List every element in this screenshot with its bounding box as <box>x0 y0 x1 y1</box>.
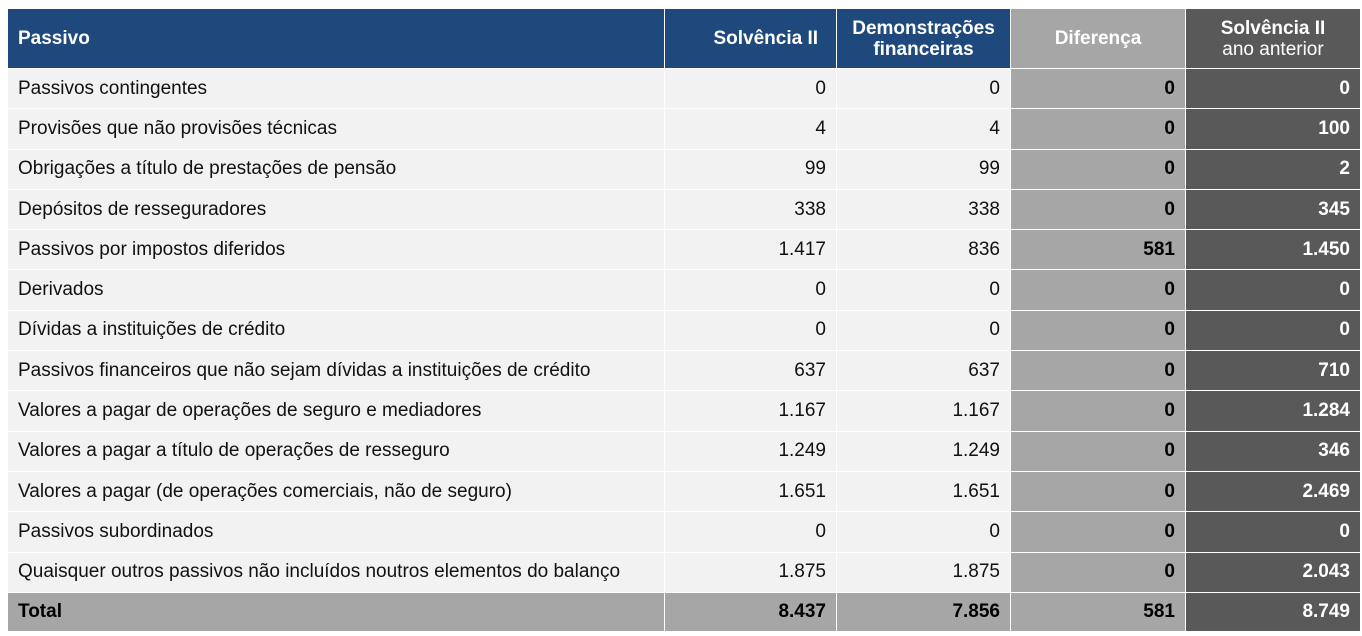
row-ano-anterior: 100 <box>1186 109 1360 150</box>
row-demonstracoes: 1.249 <box>837 431 1011 472</box>
total-row: Total 8.437 7.856 581 8.749 <box>8 592 1360 632</box>
row-demonstracoes: 0 <box>837 270 1011 311</box>
row-solvencia-ii: 4 <box>665 109 837 150</box>
table-row: Valores a pagar (de operações comerciais… <box>8 471 1360 513</box>
table-body: Passivos contingentes 0 0 0 0 Provisões … <box>8 69 1360 632</box>
row-solvencia-ii: 1.651 <box>665 471 837 513</box>
row-demonstracoes: 0 <box>837 69 1011 110</box>
table-row: Depósitos de resseguradores 338 338 0 34… <box>8 189 1360 231</box>
row-label: Valores a pagar (de operações comerciais… <box>8 471 665 513</box>
row-diferenca: 0 <box>1011 351 1186 392</box>
row-ano-anterior: 2.469 <box>1186 471 1360 513</box>
row-ano-anterior: 0 <box>1186 512 1360 553</box>
row-solvencia-ii: 338 <box>665 189 837 231</box>
row-ano-anterior: 2.043 <box>1186 552 1360 593</box>
row-diferenca: 0 <box>1011 512 1186 553</box>
table-row: Obrigações a título de prestações de pen… <box>8 149 1360 190</box>
table-row: Passivos contingentes 0 0 0 0 <box>8 69 1360 110</box>
total-diferenca: 581 <box>1011 592 1186 632</box>
liabilities-table: Passivo Solvência II Demonstrações finan… <box>8 9 1360 632</box>
row-solvencia-ii: 99 <box>665 149 837 190</box>
row-diferenca: 581 <box>1011 230 1186 271</box>
row-label: Passivos contingentes <box>8 69 665 110</box>
row-label: Dívidas a instituições de crédito <box>8 310 665 352</box>
row-demonstracoes: 1.651 <box>837 471 1011 513</box>
row-solvencia-ii: 1.249 <box>665 431 837 472</box>
total-demonstracoes: 7.856 <box>837 592 1011 632</box>
row-ano-anterior: 1.450 <box>1186 230 1360 271</box>
row-diferenca: 0 <box>1011 69 1186 110</box>
row-demonstracoes: 0 <box>837 512 1011 553</box>
table-row: Valores a pagar de operações de seguro e… <box>8 391 1360 432</box>
row-ano-anterior: 0 <box>1186 310 1360 352</box>
row-demonstracoes: 1.167 <box>837 391 1011 432</box>
table-row: Valores a pagar a título de operações de… <box>8 431 1360 472</box>
row-label: Obrigações a título de prestações de pen… <box>8 149 665 190</box>
table-row: Passivos por impostos diferidos 1.417 83… <box>8 230 1360 271</box>
row-solvencia-ii: 0 <box>665 69 837 110</box>
row-label: Valores a pagar a título de operações de… <box>8 431 665 472</box>
row-label: Passivos subordinados <box>8 512 665 553</box>
row-solvencia-ii: 1.875 <box>665 552 837 593</box>
header-diferenca: Diferença <box>1011 9 1186 69</box>
header-prev-line1: Solvência II <box>1220 17 1326 39</box>
header-prev-line2: ano anterior <box>1222 38 1324 60</box>
row-demonstracoes: 1.875 <box>837 552 1011 593</box>
row-diferenca: 0 <box>1011 552 1186 593</box>
row-label: Valores a pagar de operações de seguro e… <box>8 391 665 432</box>
header-passivo: Passivo <box>8 9 665 69</box>
table-row: Passivos financeiros que não sejam dívid… <box>8 351 1360 392</box>
row-diferenca: 0 <box>1011 391 1186 432</box>
row-demonstracoes: 836 <box>837 230 1011 271</box>
table-header-row: Passivo Solvência II Demonstrações finan… <box>8 9 1360 69</box>
row-solvencia-ii: 0 <box>665 310 837 352</box>
row-demonstracoes: 4 <box>837 109 1011 150</box>
row-label: Derivados <box>8 270 665 311</box>
table-row: Derivados 0 0 0 0 <box>8 270 1360 311</box>
row-ano-anterior: 345 <box>1186 189 1360 231</box>
row-label: Depósitos de resseguradores <box>8 189 665 231</box>
row-label: Passivos por impostos diferidos <box>8 230 665 271</box>
header-fin-line2: financeiras <box>873 38 974 60</box>
row-ano-anterior: 0 <box>1186 270 1360 311</box>
row-solvencia-ii: 637 <box>665 351 837 392</box>
row-diferenca: 0 <box>1011 189 1186 231</box>
row-diferenca: 0 <box>1011 109 1186 150</box>
row-label: Provisões que não provisões técnicas <box>8 109 665 150</box>
row-solvencia-ii: 1.417 <box>665 230 837 271</box>
row-demonstracoes: 0 <box>837 310 1011 352</box>
table-row: Passivos subordinados 0 0 0 0 <box>8 512 1360 553</box>
row-ano-anterior: 2 <box>1186 149 1360 190</box>
table-row: Provisões que não provisões técnicas 4 4… <box>8 109 1360 150</box>
header-solvencia-ii-ano-anterior: Solvência II ano anterior <box>1186 9 1360 69</box>
header-fin-line1: Demonstrações <box>852 17 995 39</box>
table-row: Dívidas a instituições de crédito 0 0 0 … <box>8 310 1360 352</box>
header-demonstracoes-financeiras: Demonstrações financeiras <box>837 9 1011 69</box>
row-solvencia-ii: 1.167 <box>665 391 837 432</box>
row-ano-anterior: 1.284 <box>1186 391 1360 432</box>
row-demonstracoes: 99 <box>837 149 1011 190</box>
row-label: Passivos financeiros que não sejam dívid… <box>8 351 665 392</box>
row-ano-anterior: 0 <box>1186 69 1360 110</box>
header-solvencia-ii: Solvência II <box>665 9 837 69</box>
row-solvencia-ii: 0 <box>665 512 837 553</box>
row-label: Quaisquer outros passivos não incluídos … <box>8 552 665 593</box>
row-solvencia-ii: 0 <box>665 270 837 311</box>
row-diferenca: 0 <box>1011 270 1186 311</box>
row-diferenca: 0 <box>1011 471 1186 513</box>
row-diferenca: 0 <box>1011 149 1186 190</box>
row-diferenca: 0 <box>1011 431 1186 472</box>
row-ano-anterior: 346 <box>1186 431 1360 472</box>
row-diferenca: 0 <box>1011 310 1186 352</box>
row-ano-anterior: 710 <box>1186 351 1360 392</box>
row-demonstracoes: 338 <box>837 189 1011 231</box>
total-solvencia-ii: 8.437 <box>665 592 837 632</box>
total-label: Total <box>8 592 665 632</box>
table-row: Quaisquer outros passivos não incluídos … <box>8 552 1360 593</box>
total-ano-anterior: 8.749 <box>1186 592 1360 632</box>
row-demonstracoes: 637 <box>837 351 1011 392</box>
